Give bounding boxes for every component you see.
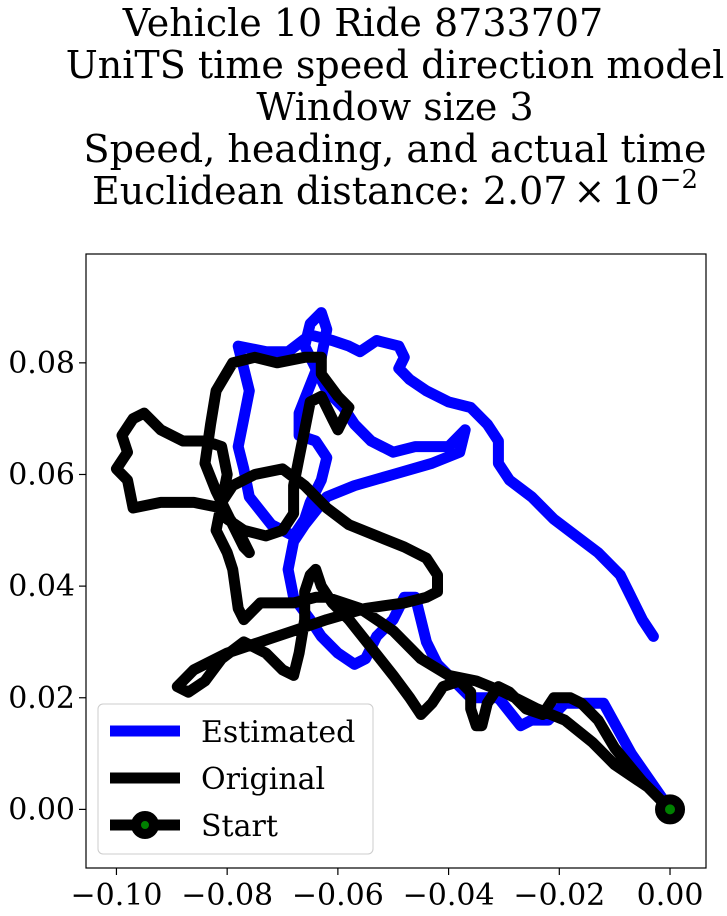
- title-line-2: UniTS time speed direction model: [66, 43, 725, 87]
- x-tick-label: −0.02: [513, 878, 605, 913]
- y-tick-label: 0.04: [8, 569, 75, 604]
- legend-label-estimated: Estimated: [201, 715, 355, 750]
- legend: Estimated Original Start: [97, 703, 374, 855]
- y-tick-label: 0.02: [8, 681, 75, 716]
- series-layer: [110, 307, 686, 825]
- title-line-5: Euclidean distance: 2.07 × 10−2: [92, 165, 698, 213]
- title-distance-exponent: −2: [660, 165, 698, 195]
- title-line-1: Vehicle 10 Ride 8733707: [122, 1, 603, 45]
- legend-marker-start: [131, 811, 159, 839]
- x-tick-label: −0.04: [403, 878, 495, 913]
- plot-frame: [85, 253, 707, 869]
- legend-label-start: Start: [201, 809, 278, 844]
- title-distance-prefix: Euclidean distance: 2.07: [92, 169, 567, 213]
- title-distance-times: ×: [573, 169, 605, 213]
- x-tick-label: −0.08: [181, 878, 273, 913]
- x-tick-label: −0.06: [292, 878, 384, 913]
- y-tick-label: 0.08: [8, 346, 75, 381]
- x-tick-label: 0.00: [637, 878, 704, 913]
- x-tick-label: −0.10: [70, 878, 162, 913]
- title-line-4: Speed, heading, and actual time: [84, 127, 707, 171]
- title-line-3: Window size 3: [256, 85, 533, 129]
- series-line-original: [110, 351, 676, 815]
- legend-label-original: Original: [201, 762, 325, 797]
- y-tick-label: 0.06: [8, 457, 75, 492]
- start-point-marker: [655, 794, 686, 825]
- y-tick-label: 0.00: [8, 792, 75, 827]
- axes-layer: −0.10 −0.08 −0.06 −0.04 −0.02 0.00 0.00 0.02 0.0…: [8, 346, 703, 913]
- chart-title: Vehicle 10 Ride 8733707 UniTS time speed…: [66, 1, 725, 213]
- legend-box: [97, 703, 374, 855]
- title-distance-base: 10: [611, 169, 659, 213]
